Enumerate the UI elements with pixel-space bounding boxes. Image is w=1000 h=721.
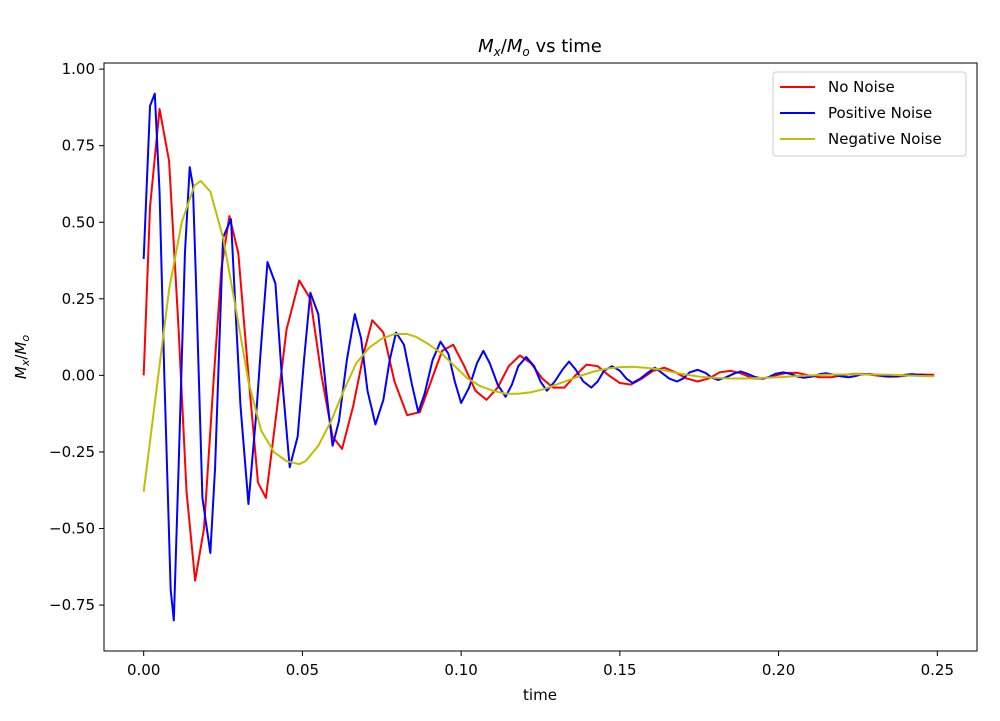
x-tick-label: 0.05 — [286, 661, 319, 679]
y-tick-label: −0.50 — [49, 520, 95, 538]
y-tick-label: 0.75 — [62, 137, 95, 155]
y-axis-ticks: −0.75 −0.50 −0.25 0.00 0.25 0.50 0.75 1.00 — [49, 60, 104, 614]
plot-frame — [103, 62, 978, 652]
y-tick-label: 0.25 — [62, 290, 95, 308]
legend: No Noise Positive Noise Negative Noise — [772, 71, 967, 157]
x-tick-label: 0.25 — [921, 661, 954, 679]
series-line-no-noise — [142, 107, 935, 582]
y-tick-label: −0.25 — [49, 443, 95, 461]
legend-label: Negative Noise — [828, 130, 942, 148]
chart-title: Mx/Mo vs time — [478, 36, 602, 59]
y-tick-label: −0.75 — [49, 596, 95, 614]
x-tick-label: 0.15 — [603, 661, 636, 679]
legend-box — [772, 71, 967, 157]
x-tick-label: 0.00 — [127, 661, 160, 679]
x-tick-label: 0.20 — [762, 661, 795, 679]
series-line-negative-noise — [142, 179, 935, 492]
y-axis-label: Mx/Mo — [12, 335, 32, 379]
y-tick-label: 0.00 — [62, 366, 95, 384]
legend-label: No Noise — [828, 78, 895, 96]
x-axis-ticks: 0.00 0.05 0.10 0.15 0.20 0.25 — [127, 651, 954, 679]
x-tick-label: 0.10 — [444, 661, 477, 679]
y-tick-label: 0.50 — [62, 213, 95, 231]
x-axis-label: time — [523, 686, 557, 704]
y-tick-label: 1.00 — [62, 60, 95, 78]
series-line-positive-noise — [142, 92, 935, 622]
legend-label: Positive Noise — [828, 104, 932, 122]
series-layer — [142, 92, 935, 622]
